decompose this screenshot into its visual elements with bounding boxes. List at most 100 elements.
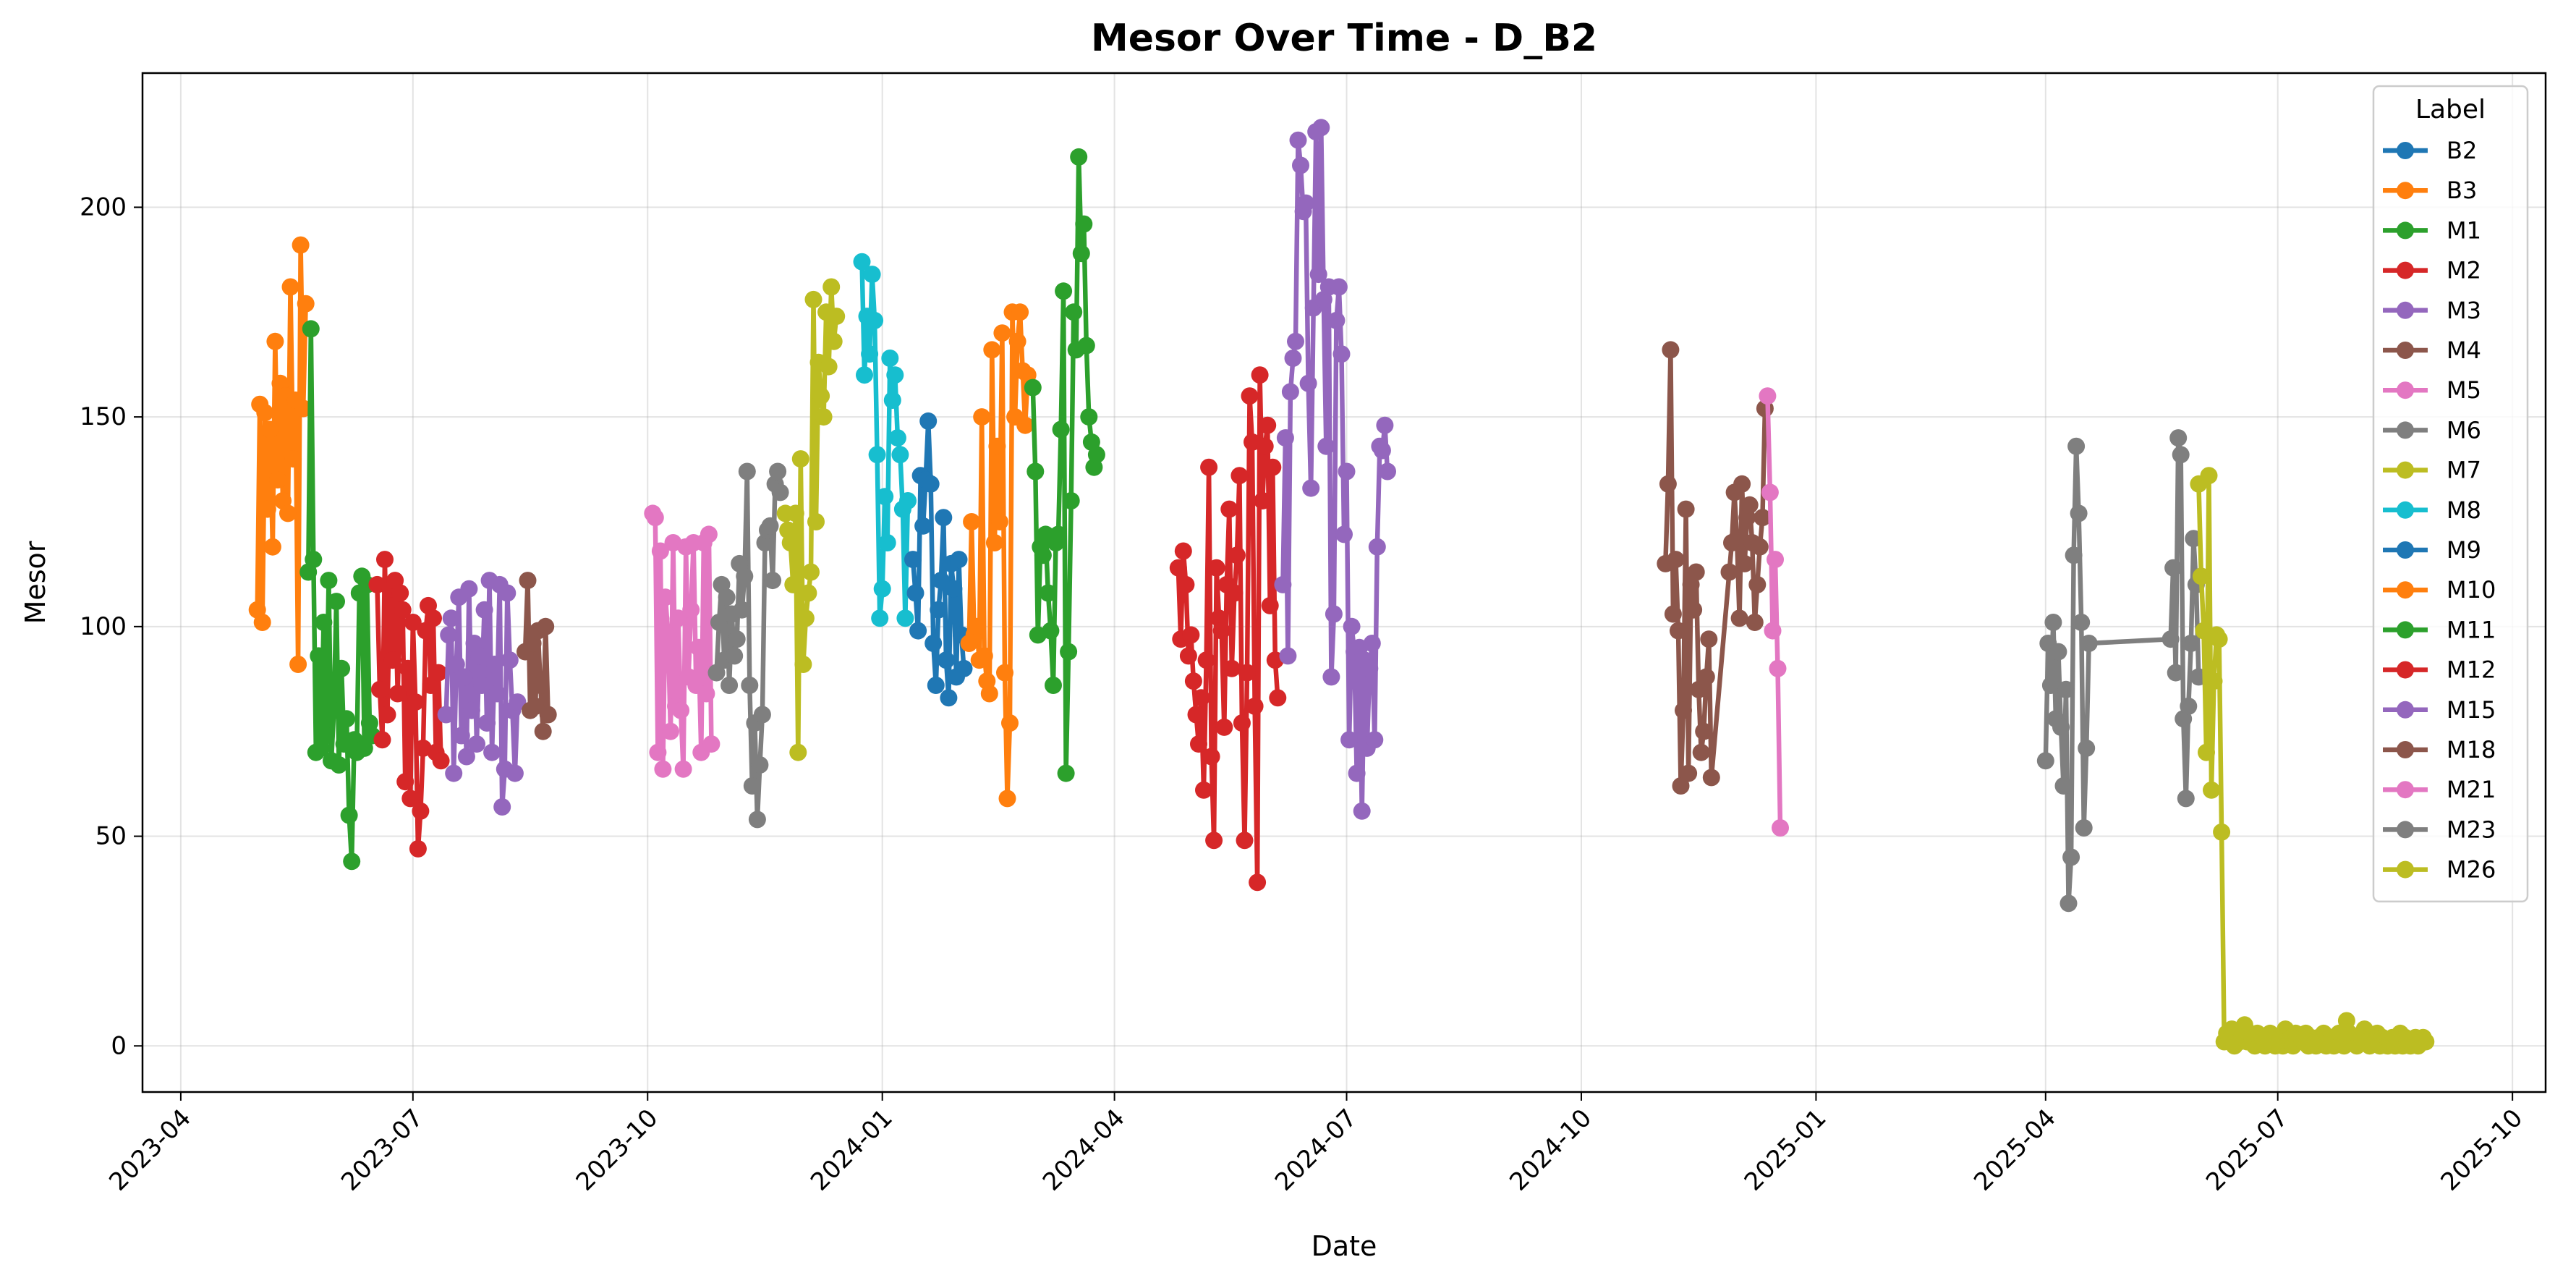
legend-label: M3 <box>2447 297 2481 324</box>
data-point-M12 <box>1269 689 1287 707</box>
data-point-M18 <box>1675 701 1692 719</box>
data-point-M12 <box>1251 366 1269 384</box>
data-point-M2 <box>412 802 430 820</box>
data-point-B3 <box>261 420 279 439</box>
series-B3 <box>248 236 315 673</box>
data-point-M15 <box>1299 374 1317 392</box>
data-point-B3 <box>297 295 315 313</box>
legend-swatch-marker <box>2397 501 2414 519</box>
data-point-M3 <box>488 685 506 703</box>
data-point-M3 <box>440 626 458 644</box>
series-M4 <box>517 572 557 740</box>
data-point-M15 <box>1340 731 1359 749</box>
data-point-M8 <box>899 492 917 509</box>
data-point-M10 <box>1016 416 1034 434</box>
data-point-M15 <box>1302 479 1320 497</box>
data-point-M8 <box>883 392 901 409</box>
data-point-M10 <box>963 513 981 530</box>
data-point-M2 <box>391 584 409 602</box>
data-point-M26 <box>2210 630 2228 648</box>
data-point-M7 <box>822 278 841 296</box>
data-point-M6 <box>738 462 756 481</box>
data-point-M2 <box>432 752 450 770</box>
data-point-M7 <box>804 290 822 308</box>
data-point-M1 <box>320 572 338 590</box>
legend-swatch-marker <box>2397 342 2414 359</box>
legend-swatch-marker <box>2397 781 2414 799</box>
legend-item-M3: M3 <box>2383 297 2481 324</box>
data-point-M15 <box>1332 345 1351 363</box>
legend-swatch-marker <box>2397 860 2414 879</box>
data-point-M12 <box>1241 387 1259 405</box>
data-point-M6 <box>743 777 761 795</box>
y-axis: 0 50 100 150 200 <box>80 192 143 1060</box>
data-point-M12 <box>1254 492 1272 509</box>
data-point-M12 <box>1223 659 1241 677</box>
data-point-M18 <box>1700 630 1718 648</box>
data-point-M6 <box>751 756 769 774</box>
data-point-M15 <box>1317 437 1335 455</box>
data-point-M21 <box>1772 819 1789 837</box>
data-point-B3 <box>253 614 271 631</box>
data-point-B3 <box>263 538 281 556</box>
legend-swatch-marker <box>2397 421 2414 439</box>
data-point-M7 <box>815 408 833 426</box>
data-point-B3 <box>258 500 276 518</box>
data-point-M4 <box>527 697 545 715</box>
data-point-M12 <box>1228 546 1246 564</box>
data-point-M15 <box>1327 311 1346 329</box>
data-point-M18 <box>1720 563 1738 581</box>
data-point-M5 <box>654 760 672 778</box>
legend-item-B3: B3 <box>2383 177 2477 204</box>
data-point-M21 <box>1761 483 1779 502</box>
data-point-M10 <box>985 534 1003 551</box>
data-point-M5 <box>682 601 700 619</box>
legend-item-M26: M26 <box>2383 856 2496 884</box>
legend-swatch-marker <box>2397 581 2414 599</box>
data-point-B3 <box>279 504 297 522</box>
data-point-M12 <box>1177 575 1195 593</box>
data-point-M6 <box>733 601 751 619</box>
data-point-M9 <box>924 635 943 652</box>
series-M21 <box>1759 387 1789 837</box>
data-point-M6 <box>736 567 754 585</box>
data-point-M15 <box>1368 538 1386 556</box>
data-point-M21 <box>1759 387 1777 405</box>
data-point-M2 <box>425 609 442 627</box>
data-point-M15 <box>1279 647 1297 665</box>
legend-label: M6 <box>2447 416 2481 444</box>
data-point-M8 <box>868 446 886 464</box>
data-point-M8 <box>871 609 889 627</box>
data-point-B3 <box>266 332 284 350</box>
data-point-M10 <box>996 664 1013 682</box>
data-point-M18 <box>1670 622 1687 640</box>
legend-swatch-marker <box>2397 541 2414 559</box>
data-point-M26 <box>2205 672 2223 690</box>
data-point-M15 <box>1363 635 1381 652</box>
data-point-M12 <box>1202 748 1220 766</box>
data-point-M12 <box>1215 718 1233 736</box>
data-point-M15 <box>1322 668 1340 686</box>
data-point-M10 <box>1011 303 1029 321</box>
data-point-M12 <box>1259 416 1277 434</box>
data-point-M12 <box>1236 831 1254 850</box>
legend-item-M4: M4 <box>2383 337 2481 364</box>
data-point-M5 <box>662 722 679 740</box>
data-point-M1 <box>333 659 351 677</box>
data-point-M21 <box>1764 622 1782 640</box>
data-point-M11 <box>1026 462 1045 481</box>
legend-item-B2: B2 <box>2383 137 2477 164</box>
data-point-M9 <box>914 517 932 535</box>
series-M26 <box>2190 467 2435 1055</box>
data-point-M8 <box>878 534 896 551</box>
y-tick-label: 150 <box>80 402 127 431</box>
data-point-M23 <box>2049 643 2067 661</box>
data-point-M12 <box>1256 437 1274 455</box>
data-point-M12 <box>1205 831 1223 850</box>
data-point-M15 <box>1297 194 1315 212</box>
data-point-M6 <box>720 677 739 694</box>
data-point-M15 <box>1373 441 1391 460</box>
data-point-M1 <box>315 614 333 631</box>
legend-item-M21: M21 <box>2383 776 2496 803</box>
data-point-M10 <box>983 341 1001 359</box>
